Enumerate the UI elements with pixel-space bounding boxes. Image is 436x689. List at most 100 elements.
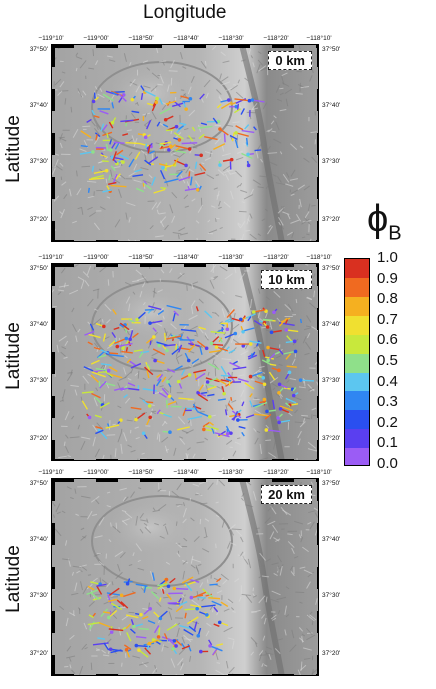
- splitting-vector: [192, 403, 198, 412]
- colorbar-segment: [345, 334, 369, 354]
- station-dot: [196, 390, 200, 395]
- splitting-vector: [232, 366, 247, 370]
- splitting-vector: [142, 615, 149, 620]
- splitting-vector: [190, 604, 203, 609]
- splitting-vector: [202, 588, 208, 594]
- splitting-vector: [218, 336, 223, 343]
- splitting-vector: [228, 349, 236, 354]
- splitting-vector: [166, 304, 182, 310]
- station-dot: [234, 104, 239, 109]
- station-dot: [128, 337, 132, 342]
- lon-tick-label: −119°00': [83, 469, 109, 476]
- splitting-vector: [128, 158, 135, 168]
- station-dot: [156, 635, 161, 639]
- shaded-relief: [52, 264, 318, 460]
- splitting-vector: [111, 331, 117, 339]
- splitting-vector: [143, 585, 147, 593]
- splitting-vector: [94, 414, 102, 418]
- splitting-vector: [230, 397, 233, 401]
- splitting-vector: [134, 168, 142, 173]
- splitting-vector: [215, 378, 227, 385]
- splitting-vector: [151, 572, 155, 581]
- splitting-vector: [218, 430, 226, 437]
- station-dot: [121, 160, 125, 164]
- splitting-vector: [247, 354, 258, 360]
- colorbar-segment: [345, 296, 369, 316]
- splitting-vector: [188, 344, 196, 353]
- splitting-vector: [184, 607, 198, 611]
- splitting-vector: [163, 332, 167, 342]
- splitting-vector: [158, 143, 165, 147]
- splitting-vector: [237, 378, 249, 383]
- station-dot: [251, 310, 256, 314]
- splitting-vector: [220, 365, 227, 376]
- splitting-vector: [292, 387, 297, 392]
- splitting-vector: [109, 373, 123, 379]
- lat-tick-label-left: 37°50': [29, 46, 48, 53]
- station-dot: [226, 98, 231, 102]
- splitting-vector: [86, 118, 92, 123]
- splitting-vector: [132, 332, 139, 339]
- splitting-vector: [262, 349, 266, 358]
- splitting-vector: [84, 330, 95, 336]
- splitting-vector: [147, 144, 151, 154]
- splitting-vector: [98, 354, 107, 359]
- splitting-vector: [194, 171, 206, 176]
- splitting-vector: [181, 576, 194, 584]
- station-dot: [148, 415, 152, 420]
- splitting-vector: [184, 612, 187, 619]
- splitting-vector: [133, 349, 143, 353]
- splitting-vector: [80, 130, 92, 139]
- splitting-vector: [173, 310, 180, 316]
- splitting-vector: [148, 305, 162, 311]
- splitting-vector: [157, 309, 165, 316]
- station-dot: [298, 378, 303, 382]
- station-dot: [241, 329, 245, 334]
- colorbar-tick-label: 1.0: [377, 249, 398, 266]
- lon-tick-label: −119°10': [38, 35, 64, 42]
- lat-tick-label-right: 37°20': [322, 435, 341, 442]
- splitting-vector: [178, 397, 194, 401]
- splitting-vector: [244, 124, 250, 130]
- splitting-vector: [187, 643, 192, 652]
- station-dot: [137, 648, 141, 652]
- splitting-vector: [123, 394, 128, 399]
- splitting-vector: [286, 365, 297, 368]
- splitting-vector: [102, 93, 114, 102]
- station-dot: [262, 382, 267, 387]
- station-dot: [229, 431, 233, 435]
- splitting-vector: [205, 593, 213, 597]
- splitting-vector: [241, 401, 245, 407]
- splitting-vector: [109, 366, 118, 373]
- splitting-vector: [108, 121, 114, 129]
- station-dot: [202, 427, 206, 432]
- splitting-vector: [95, 426, 103, 430]
- splitting-vector: [125, 614, 139, 619]
- station-dot: [225, 327, 230, 332]
- splitting-vector: [223, 133, 226, 143]
- lat-tick-label-left: 37°50': [29, 265, 48, 272]
- splitting-vector: [166, 335, 182, 340]
- splitting-vector: [95, 134, 98, 141]
- splitting-vector: [211, 343, 224, 346]
- splitting-vector: [175, 145, 190, 150]
- lon-tick-label: −118°30': [218, 254, 244, 261]
- splitting-vector: [99, 380, 107, 389]
- splitting-vector: [259, 400, 267, 404]
- lon-tick-label: −119°10': [38, 254, 64, 261]
- station-dot: [207, 414, 212, 419]
- splitting-vector: [145, 143, 148, 149]
- splitting-vector: [220, 379, 230, 383]
- splitting-vector: [146, 639, 159, 646]
- splitting-vector: [123, 591, 136, 598]
- splitting-vector: [88, 614, 94, 619]
- station-dot: [119, 418, 123, 422]
- splitting-vector: [211, 600, 222, 607]
- x-axis-title: Longitude: [143, 2, 227, 23]
- colorbar-segment: [345, 372, 369, 392]
- splitting-vector: [108, 174, 111, 181]
- station-dot: [172, 586, 177, 591]
- splitting-vector: [189, 176, 193, 186]
- splitting-vector: [90, 359, 100, 365]
- splitting-vector: [127, 340, 132, 347]
